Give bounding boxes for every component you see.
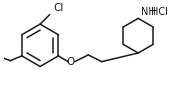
Text: O: O bbox=[67, 57, 75, 67]
Text: NH: NH bbox=[141, 7, 156, 17]
Text: Cl: Cl bbox=[54, 3, 64, 13]
Text: HCl: HCl bbox=[151, 7, 168, 17]
